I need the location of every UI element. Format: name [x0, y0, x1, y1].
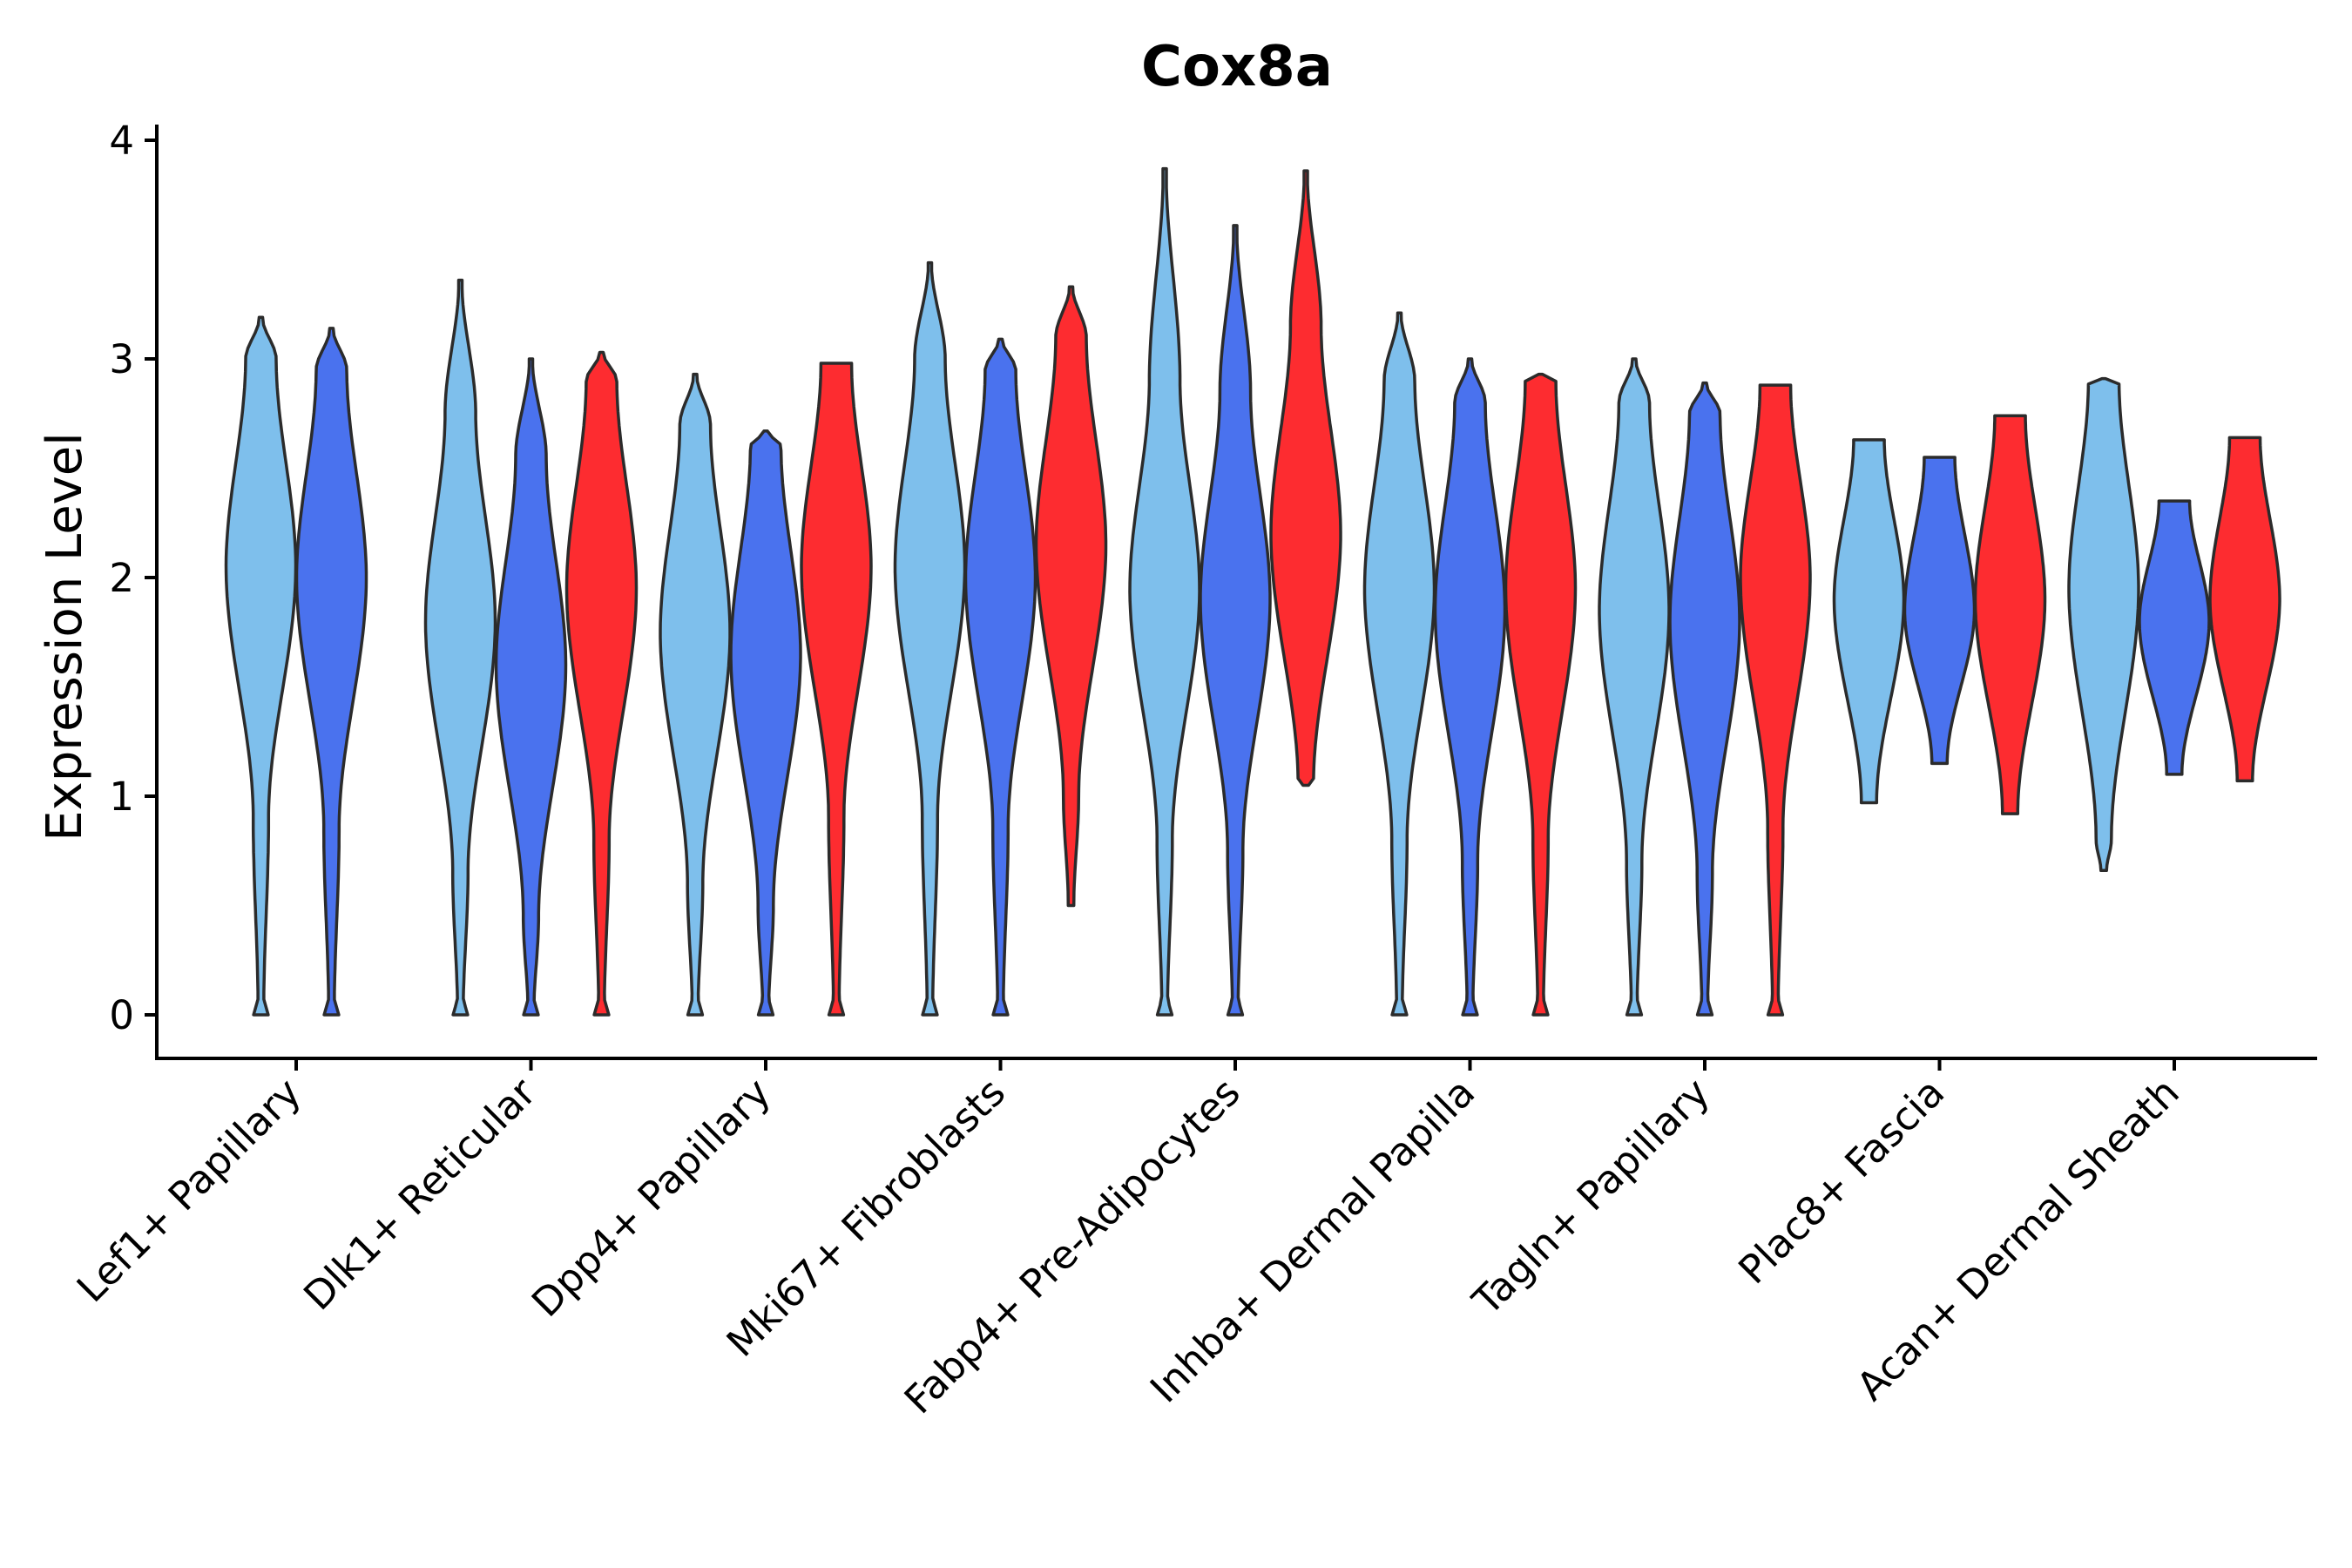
violin-group-3	[1739, 383, 1812, 1017]
violin-group-2	[2138, 499, 2211, 776]
y-tick-label: 1	[109, 774, 134, 820]
category-group	[2067, 376, 2281, 873]
violins-layer	[224, 166, 2281, 1017]
violin-group-2	[494, 357, 568, 1017]
violin-group-3	[564, 350, 639, 1017]
violin-group-1	[224, 315, 298, 1017]
violin-group-3	[800, 362, 873, 1017]
category-group	[893, 260, 1108, 1017]
category-group	[1832, 414, 2047, 815]
violin-group-3	[1504, 372, 1578, 1017]
y-tick-label: 0	[109, 992, 134, 1038]
y-tick-label: 4	[109, 118, 134, 164]
violin-group-1	[2067, 376, 2140, 873]
x-tick-label: Dlk1+ Reticular	[294, 1069, 544, 1319]
violin-group-1	[1598, 357, 1671, 1017]
violin-group-1	[1128, 166, 1201, 1017]
violin-group-3	[2208, 436, 2281, 783]
violin-group-2	[1903, 456, 1977, 766]
violin-group-2	[1668, 381, 1741, 1017]
x-tick-label: Lef1+ Papillary	[68, 1069, 310, 1311]
violin-group-3	[1034, 285, 1108, 908]
x-tick-label: Dpp4+ Papillary	[523, 1069, 780, 1326]
category-group	[423, 278, 639, 1017]
violin-group-2	[294, 327, 368, 1017]
category-group	[659, 362, 873, 1017]
y-tick-label: 3	[109, 336, 134, 382]
violin-group-1	[893, 260, 967, 1017]
violin-group-1	[423, 278, 497, 1017]
violin-group-1	[1362, 311, 1436, 1017]
violin-group-2	[963, 337, 1037, 1017]
violin-group-3	[1269, 169, 1342, 787]
violin-group-1	[1832, 438, 1906, 805]
x-tick-label: Tagln+ Papillary	[1463, 1069, 1719, 1324]
y-tick-label: 2	[109, 555, 134, 601]
y-axis-label: Expression Level	[37, 432, 93, 841]
violin-group-2	[1199, 224, 1272, 1017]
category-group	[224, 315, 368, 1017]
violin-group-1	[659, 372, 732, 1017]
x-tick-label: Plac8+ Fascia	[1729, 1069, 1953, 1293]
category-group	[1598, 357, 1812, 1017]
violin-group-3	[1973, 414, 2047, 815]
violin-group-2	[729, 429, 802, 1017]
category-group	[1128, 166, 1342, 1017]
chart-title: Cox8a	[1141, 35, 1333, 99]
category-group	[1362, 311, 1578, 1017]
violin-group-2	[1433, 357, 1507, 1017]
